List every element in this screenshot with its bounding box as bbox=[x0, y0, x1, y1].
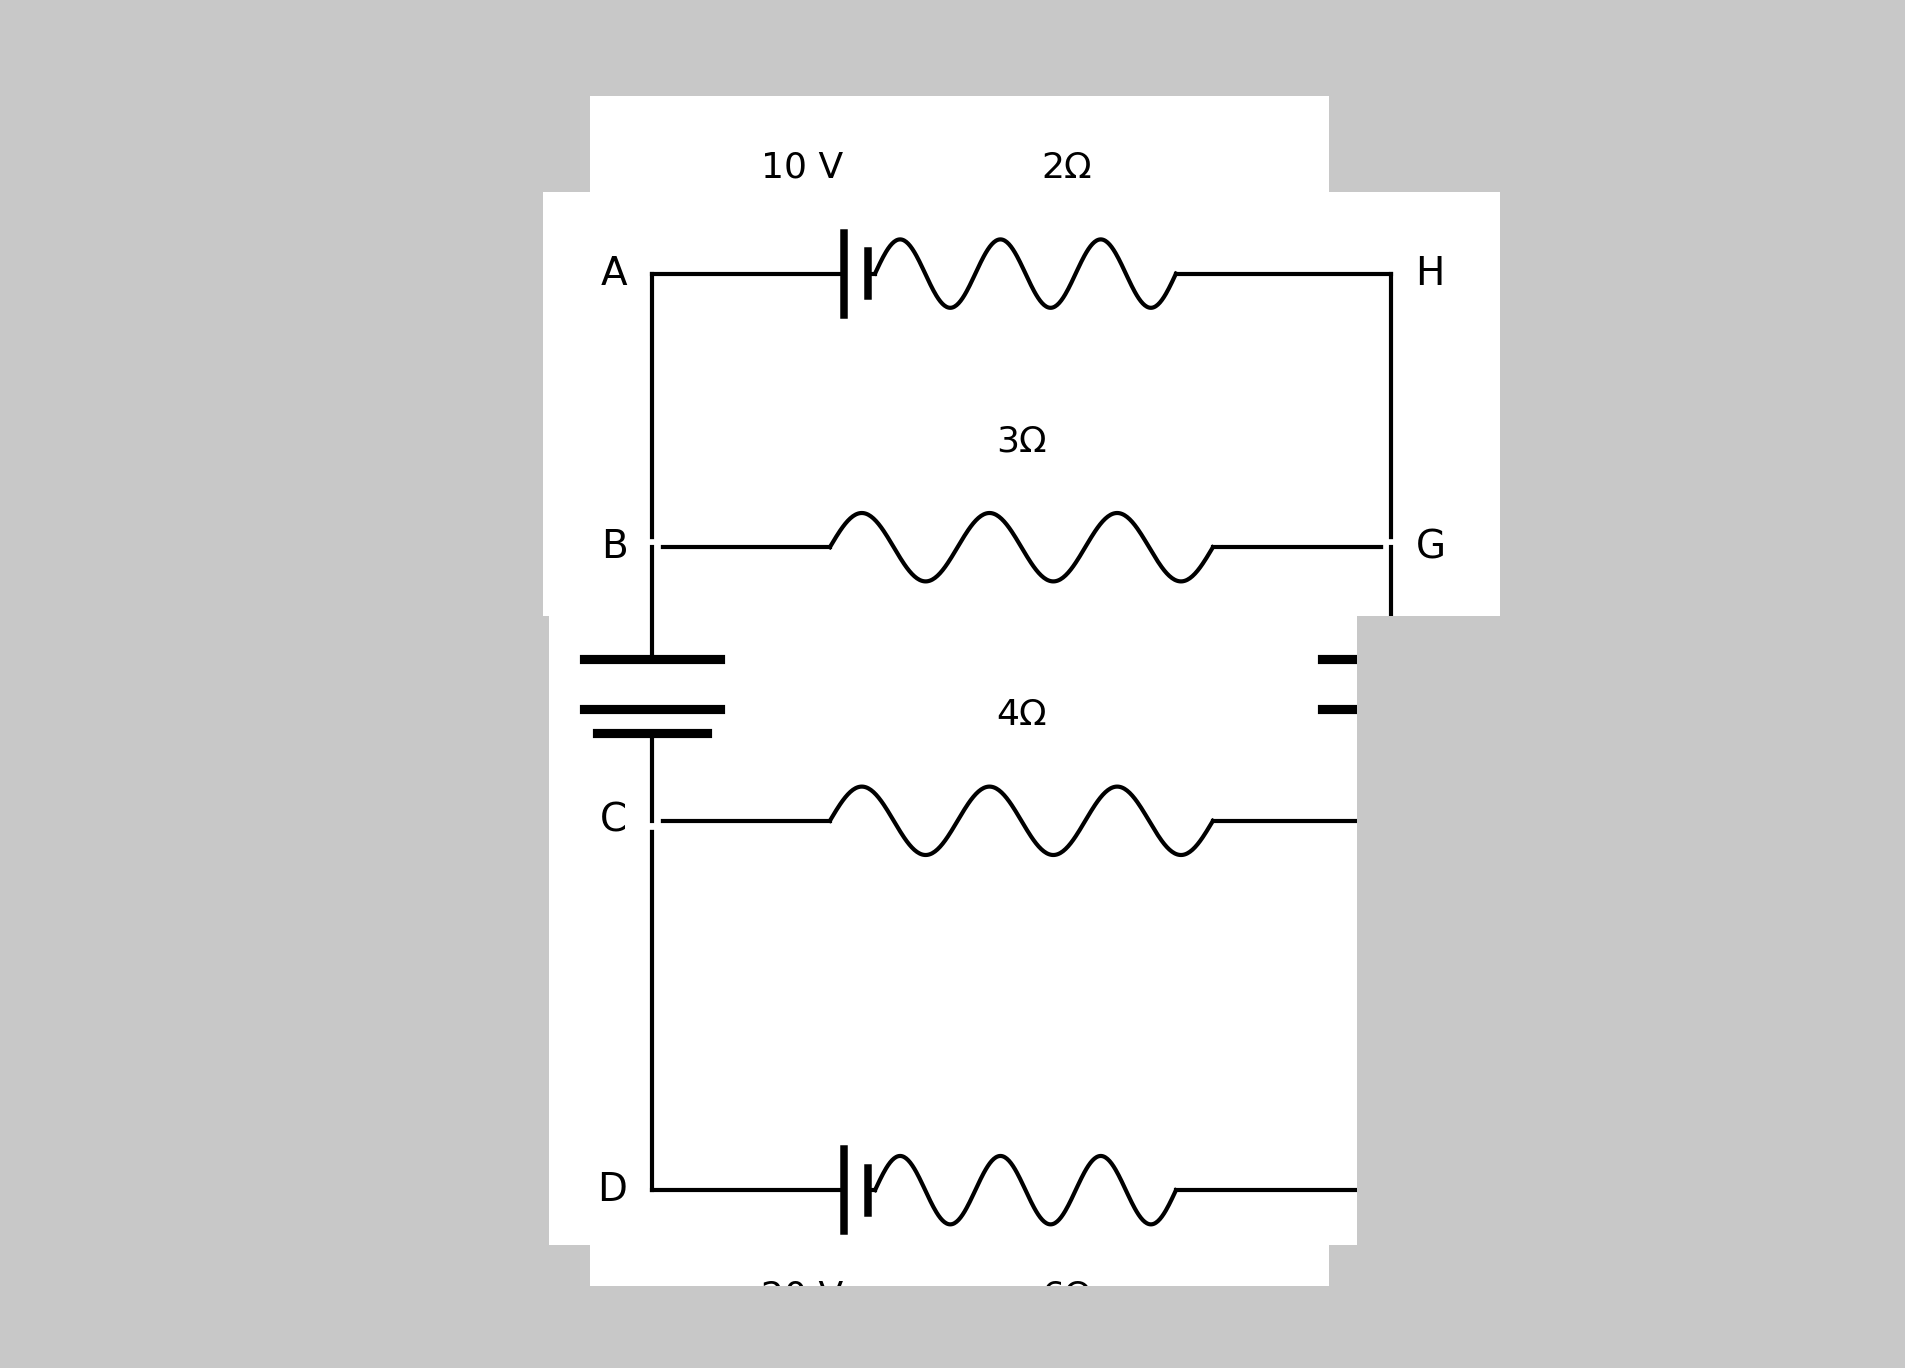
Bar bbox=[1328, 1245, 1636, 1368]
Text: 6Ω: 6Ω bbox=[1040, 1279, 1092, 1313]
Bar bbox=[269, 0, 591, 192]
Bar bbox=[269, 616, 549, 1245]
Text: C: C bbox=[600, 802, 627, 840]
Text: 4Ω: 4Ω bbox=[996, 698, 1046, 732]
Text: B: B bbox=[600, 528, 627, 566]
Text: 2Ω: 2Ω bbox=[1040, 150, 1092, 185]
Bar bbox=[269, 1245, 591, 1368]
Text: 10 V: 10 V bbox=[760, 150, 844, 185]
Text: G: G bbox=[1415, 528, 1444, 566]
Text: H: H bbox=[1415, 254, 1444, 293]
Text: 3 μF: 3 μF bbox=[431, 665, 514, 703]
Bar bbox=[1356, 616, 1636, 1245]
Bar bbox=[591, 1286, 1328, 1368]
Bar bbox=[543, 82, 1499, 1286]
Text: A: A bbox=[600, 254, 627, 293]
Text: D: D bbox=[598, 1171, 627, 1209]
Bar bbox=[591, 0, 1328, 96]
Text: 20 V: 20 V bbox=[760, 1279, 844, 1313]
Text: F: F bbox=[1415, 802, 1436, 840]
Text: 6 μF: 6 μF bbox=[1526, 665, 1612, 703]
Text: 3Ω: 3Ω bbox=[996, 424, 1046, 458]
Bar bbox=[1328, 0, 1636, 192]
Text: E: E bbox=[1415, 1171, 1440, 1209]
